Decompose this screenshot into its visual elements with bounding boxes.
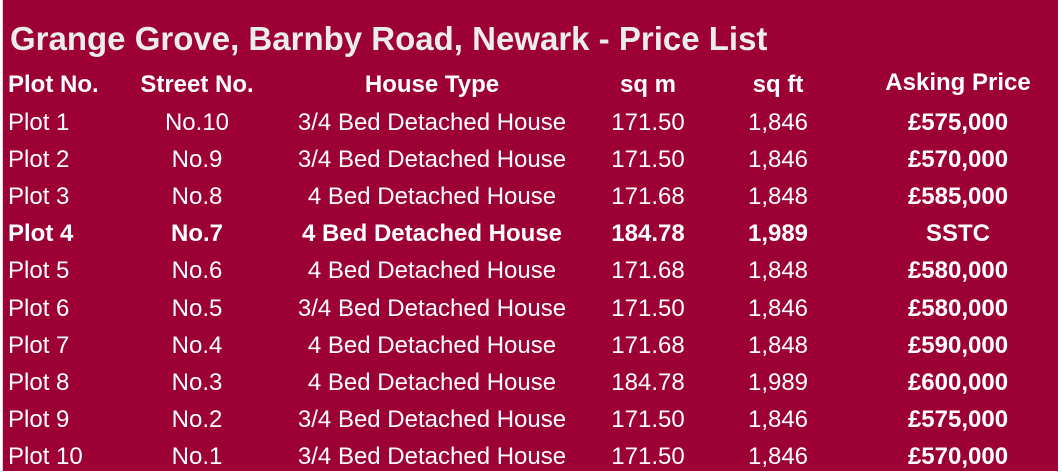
table-row: Plot 3 No.8 4 Bed Detached House 171.68 1,84… (3, 178, 1058, 215)
header-asking-price: Asking Price (885, 69, 1031, 96)
cell-sq-ft: 1,848 (747, 183, 809, 211)
cell-asking-price: £575,000 (907, 405, 1009, 433)
cell-sq-ft: 1,846 (747, 405, 809, 433)
table-row: Plot 4 No.7 4 Bed Detached House 184.78 1,98… (3, 215, 1058, 252)
cell-sq-m: 171.68 (611, 183, 685, 211)
cell-asking-price: £600,000 (907, 368, 1009, 396)
cell-street-no: No.3 (171, 368, 223, 396)
table-row: Plot 2 No.9 3/4 Bed Detached House 171.50 1,… (3, 141, 1058, 178)
cell-asking-price: £580,000 (907, 257, 1009, 285)
cell-sq-m: 171.68 (611, 331, 685, 359)
cell-sq-m: 171.50 (611, 109, 685, 136)
cell-street-no: No.8 (171, 183, 223, 211)
cell-house-type: 4 Bed Detached House (307, 331, 557, 359)
cell-street-no: No.4 (171, 331, 223, 359)
cell-asking-price: SSTC (925, 220, 990, 248)
cell-sq-m: 171.50 (611, 294, 685, 322)
cell-sq-m: 184.78 (611, 220, 685, 248)
cell-plot-no: Plot 9 (8, 405, 70, 433)
header-street-no: Street No. (140, 71, 254, 98)
cell-plot-no: Plot 1 (8, 109, 70, 136)
cell-sq-ft: 1,989 (747, 220, 809, 248)
cell-sq-ft: 1,989 (747, 368, 809, 396)
cell-house-type: 4 Bed Detached House (307, 257, 557, 285)
cell-plot-no: Plot 4 (8, 220, 74, 248)
cell-plot-no: Plot 6 (8, 294, 70, 322)
cell-house-type: 3/4 Bed Detached House (297, 442, 567, 470)
cell-sq-ft: 1,848 (747, 257, 809, 285)
header-house-type: House Type (364, 71, 500, 98)
cell-sq-m: 171.50 (611, 405, 685, 433)
cell-street-no: No.6 (171, 257, 223, 285)
cell-house-type: 3/4 Bed Detached House (297, 146, 567, 174)
cell-asking-price: £575,000 (907, 109, 1009, 136)
table-row: Plot 1 No.10 3/4 Bed Detached House 171.50 1… (3, 104, 1058, 141)
cell-asking-price: £570,000 (907, 442, 1009, 470)
cell-house-type: 3/4 Bed Detached House (297, 294, 567, 322)
cell-plot-no: Plot 3 (8, 183, 70, 211)
cell-house-type: 4 Bed Detached House (307, 183, 557, 211)
cell-asking-price: £570,000 (907, 146, 1009, 174)
cell-street-no: No.5 (171, 294, 223, 322)
cell-sq-m: 171.50 (611, 442, 685, 470)
cell-sq-ft: 1,848 (747, 331, 809, 359)
cell-asking-price: £580,000 (907, 294, 1009, 322)
table-row: Plot 6 No.5 3/4 Bed Detached House 171.50 1,… (3, 290, 1058, 327)
header-plot-no: Plot No. (8, 71, 99, 98)
cell-street-no: No.2 (171, 405, 223, 433)
page-title: Grange Grove, Barnby Road, Newark - Pric… (10, 20, 768, 57)
cell-plot-no: Plot 7 (8, 331, 70, 359)
header-sq-m: sq m (619, 71, 676, 98)
table-row: Plot 7 No.4 4 Bed Detached House 171.68 1,84… (3, 327, 1058, 364)
table-row: Plot 5 No.6 4 Bed Detached House 171.68 1,84… (3, 252, 1058, 289)
cell-house-type: 4 Bed Detached House (301, 220, 563, 248)
cell-house-type: 4 Bed Detached House (307, 368, 557, 396)
cell-sq-ft: 1,846 (747, 442, 809, 470)
cell-sq-ft: 1,846 (747, 146, 809, 174)
cell-sq-m: 184.78 (611, 368, 685, 396)
table-row: Plot 9 No.2 3/4 Bed Detached House 171.50 1,… (3, 401, 1058, 438)
cell-house-type: 3/4 Bed Detached House (297, 109, 567, 136)
cell-street-no: No.10 (164, 109, 230, 136)
cell-sq-m: 171.68 (611, 257, 685, 285)
cell-sq-m: 171.50 (611, 146, 685, 174)
table-header: Plot No. Street No. House Type sq m sq f… (3, 66, 1058, 103)
header-sq-ft: sq ft (752, 71, 804, 98)
cell-street-no: No.9 (171, 146, 223, 174)
cell-house-type: 3/4 Bed Detached House (297, 405, 567, 433)
cell-street-no: No.7 (170, 220, 223, 248)
cell-plot-no: Plot 2 (8, 146, 70, 174)
cell-asking-price: £585,000 (907, 183, 1009, 211)
cell-asking-price: £590,000 (907, 331, 1009, 359)
cell-plot-no: Plot 8 (8, 368, 70, 396)
cell-sq-ft: 1,846 (747, 109, 809, 136)
cell-sq-ft: 1,846 (747, 294, 809, 322)
table-row: Plot 10 No.1 3/4 Bed Detached House 171.50 1… (3, 438, 1058, 475)
cell-plot-no: Plot 10 (8, 442, 83, 470)
cell-street-no: No.1 (171, 442, 223, 470)
cell-plot-no: Plot 5 (8, 257, 70, 285)
table-row: Plot 8 No.3 4 Bed Detached House 184.78 1,98… (3, 364, 1058, 401)
